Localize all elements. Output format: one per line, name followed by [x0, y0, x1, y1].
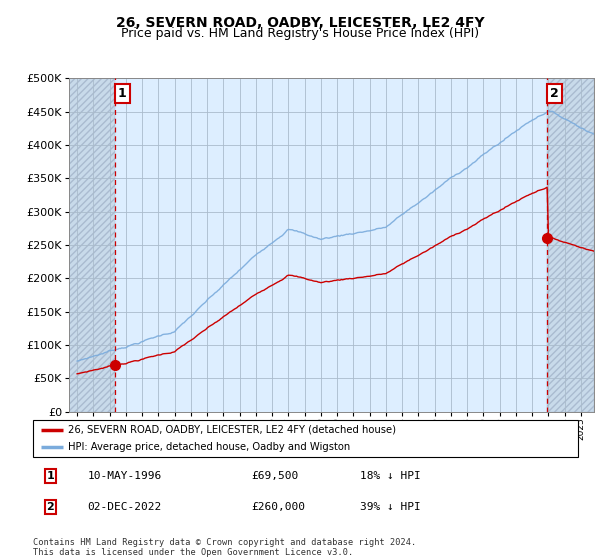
Text: 39% ↓ HPI: 39% ↓ HPI	[360, 502, 421, 512]
Text: HPI: Average price, detached house, Oadby and Wigston: HPI: Average price, detached house, Oadb…	[68, 442, 350, 452]
Text: 26, SEVERN ROAD, OADBY, LEICESTER, LE2 4FY: 26, SEVERN ROAD, OADBY, LEICESTER, LE2 4…	[116, 16, 484, 30]
Text: 26, SEVERN ROAD, OADBY, LEICESTER, LE2 4FY (detached house): 26, SEVERN ROAD, OADBY, LEICESTER, LE2 4…	[68, 424, 397, 435]
Text: 10-MAY-1996: 10-MAY-1996	[88, 471, 162, 481]
Text: 2: 2	[47, 502, 55, 512]
Bar	[69, 78, 115, 412]
Text: £69,500: £69,500	[251, 471, 298, 481]
Text: 02-DEC-2022: 02-DEC-2022	[88, 502, 162, 512]
Text: 2: 2	[550, 87, 559, 100]
Text: Contains HM Land Registry data © Crown copyright and database right 2024.
This d: Contains HM Land Registry data © Crown c…	[33, 538, 416, 557]
Text: £260,000: £260,000	[251, 502, 305, 512]
Text: 1: 1	[47, 471, 55, 481]
Text: Price paid vs. HM Land Registry's House Price Index (HPI): Price paid vs. HM Land Registry's House …	[121, 27, 479, 40]
Bar	[69, 78, 115, 412]
Bar	[547, 78, 594, 412]
Text: 18% ↓ HPI: 18% ↓ HPI	[360, 471, 421, 481]
Text: 1: 1	[118, 87, 127, 100]
Bar	[547, 78, 594, 412]
FancyBboxPatch shape	[33, 420, 578, 457]
